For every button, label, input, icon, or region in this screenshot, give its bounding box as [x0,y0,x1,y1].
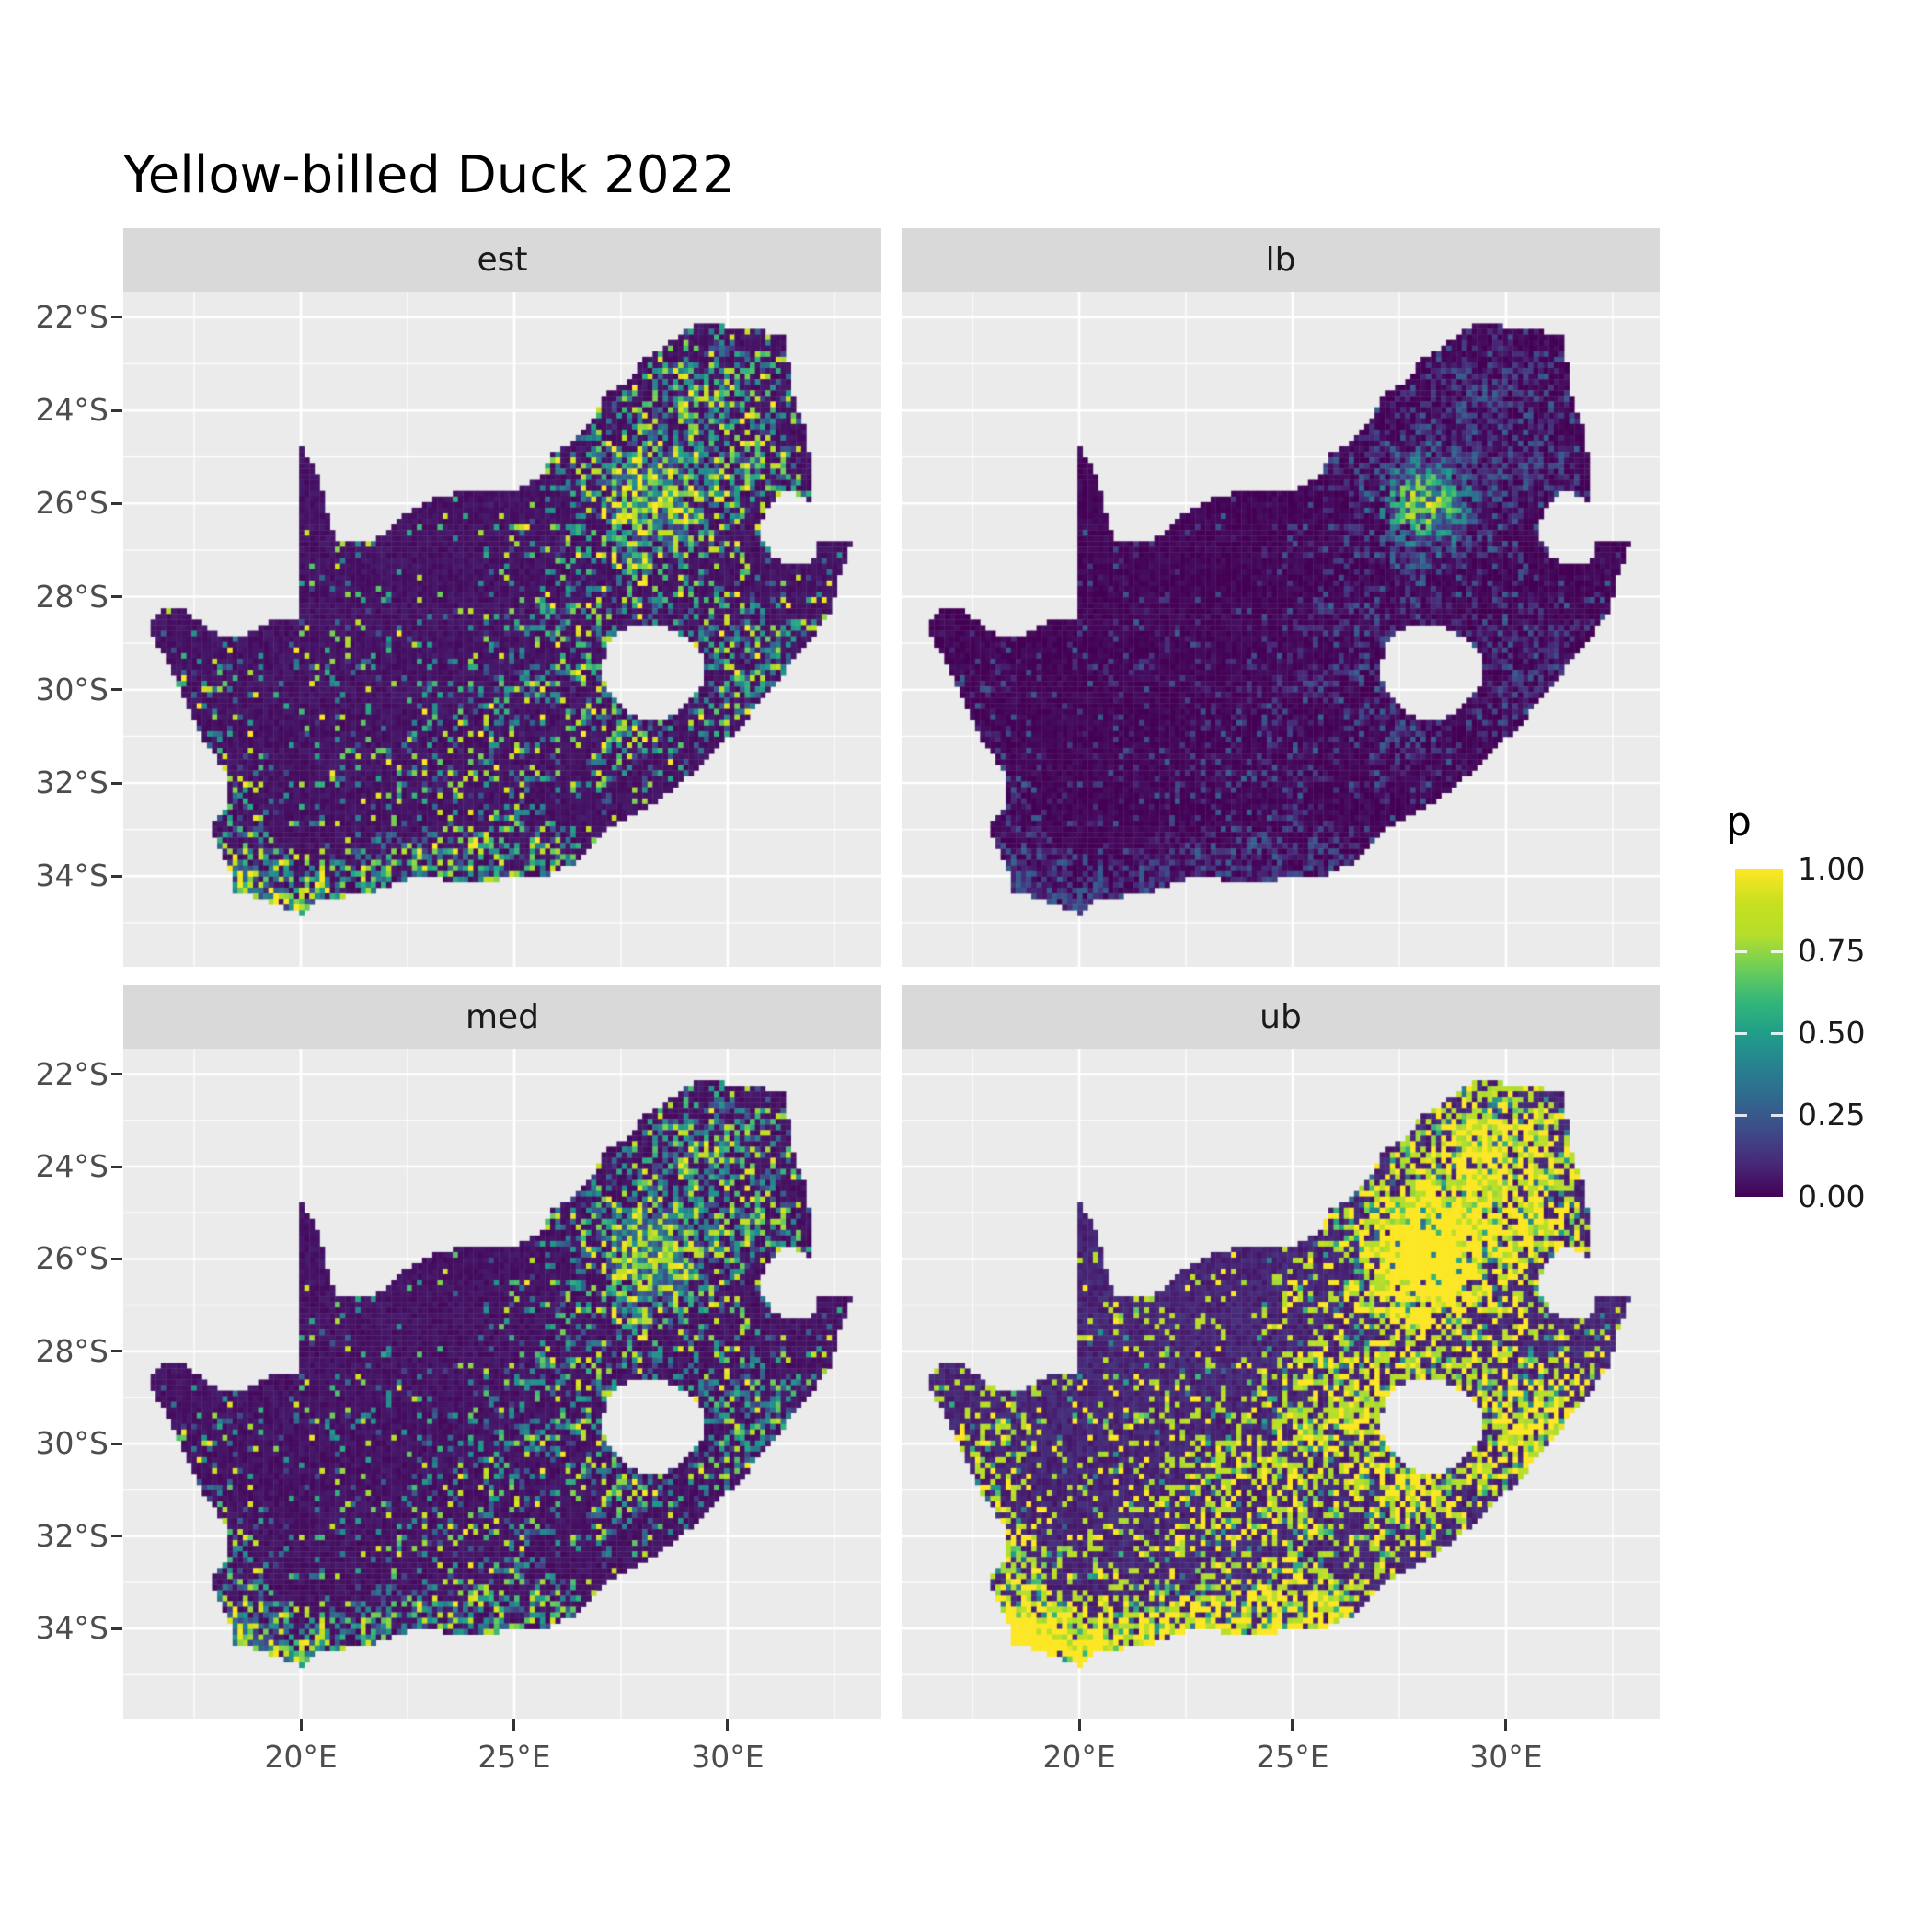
facet-strip-label-lb: lb [1265,241,1296,279]
x-axis-tick-mark [512,1719,516,1731]
legend-tick-mark [1771,1113,1783,1117]
y-axis-tick-mark [111,595,122,599]
x-axis-tick-label: 30°E [1469,1739,1543,1775]
y-axis-tick-label: 34°S [35,1610,109,1647]
y-axis-tick-mark [111,874,122,878]
facet-strip-lb: lb [902,228,1660,292]
legend-tick-label: 0.25 [1798,1097,1866,1133]
facet-panel-est-map [123,292,881,967]
y-axis-tick-label: 30°S [35,1425,109,1462]
y-axis-tick-label: 24°S [35,392,109,429]
facet-strip-label-est: est [477,241,528,279]
x-axis-tick-label: 30°E [691,1739,765,1775]
y-axis-tick-label: 28°S [35,1332,109,1369]
legend-tick-mark [1735,1113,1747,1117]
x-axis-tick-label: 25°E [1256,1739,1329,1775]
legend-tick-label: 0.00 [1798,1179,1866,1214]
chart-title: Yellow-billed Duck 2022 [123,145,735,205]
x-axis-tick-mark [726,1719,730,1731]
facet-panel-lb-map [902,292,1660,967]
facet-strip-ub: ub [902,985,1660,1049]
y-axis-tick-label: 32°S [35,1517,109,1554]
facet-strip-est: est [123,228,881,292]
legend-tick-mark [1735,949,1747,953]
facet-strip-label-med: med [465,998,540,1036]
y-axis-tick-label: 30°S [35,671,109,707]
x-axis-tick-label: 20°E [1042,1739,1116,1775]
y-axis-tick-mark [111,1257,122,1260]
y-axis-tick-label: 22°S [35,298,109,335]
legend-tick-mark [1735,1031,1747,1035]
y-axis-tick-label: 28°S [35,578,109,615]
x-axis-tick-mark [299,1719,303,1731]
y-axis-tick-mark [111,1442,122,1445]
facet-panel-med-map [123,1049,881,1719]
y-axis-tick-label: 26°S [35,1240,109,1277]
x-axis-tick-mark [1291,1719,1294,1731]
x-axis-tick-label: 25°E [477,1739,551,1775]
y-axis-tick-label: 34°S [35,857,109,894]
legend-title: p [1726,799,1752,845]
y-axis-tick-mark [111,688,122,692]
y-axis-tick-label: 24°S [35,1148,109,1185]
y-axis-tick-label: 32°S [35,765,109,801]
legend-tick-label: 1.00 [1798,851,1866,887]
legend-tick-mark [1771,1031,1783,1035]
x-axis-tick-label: 20°E [264,1739,338,1775]
x-axis-tick-mark [1077,1719,1081,1731]
y-axis-tick-mark [111,1350,122,1353]
y-axis-tick-mark [111,1535,122,1538]
facet-panel-ub-map [902,1049,1660,1719]
y-axis-tick-mark [111,501,122,505]
x-axis-tick-mark [1504,1719,1508,1731]
y-axis-tick-mark [111,1627,122,1630]
y-axis-tick-mark [111,316,122,319]
y-axis-tick-label: 22°S [35,1055,109,1092]
y-axis-tick-mark [111,1165,122,1168]
y-axis-tick-label: 26°S [35,485,109,522]
facet-strip-med: med [123,985,881,1049]
facet-strip-label-ub: ub [1259,998,1302,1036]
legend-tick-label: 0.50 [1798,1015,1866,1051]
y-axis-tick-mark [111,408,122,412]
y-axis-tick-mark [111,1073,122,1076]
y-axis-tick-mark [111,781,122,785]
legend-tick-label: 0.75 [1798,933,1866,969]
legend-tick-mark [1771,949,1783,953]
